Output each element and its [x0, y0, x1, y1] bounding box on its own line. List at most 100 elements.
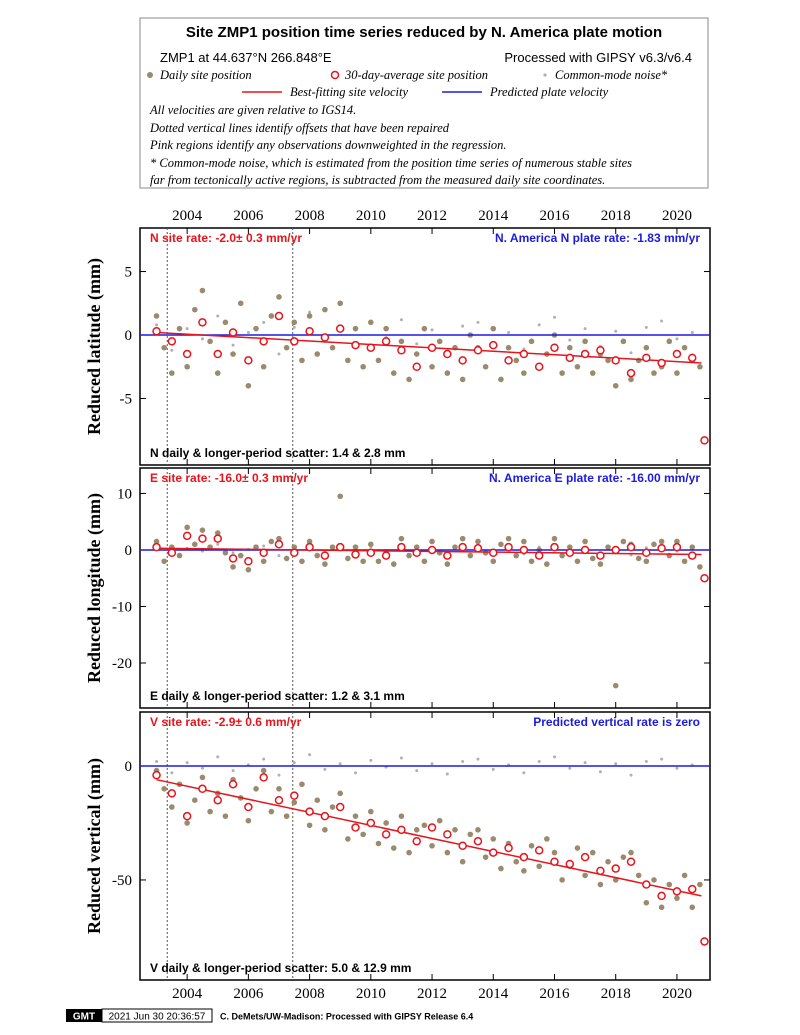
daily-point [260, 767, 267, 774]
average-point [366, 343, 376, 352]
daily-point [643, 558, 650, 565]
noise-point [415, 769, 419, 773]
daily-point [589, 370, 596, 376]
noise-point [644, 759, 648, 763]
daily-point [383, 820, 389, 826]
y-tick-label: 0 [125, 759, 133, 775]
daily-point [222, 319, 229, 326]
daily-point [337, 493, 344, 500]
note: Pink regions identify any observations d… [149, 138, 507, 152]
daily-point [176, 552, 183, 559]
daily-point [597, 561, 604, 567]
x-tick-label: 2012 [417, 986, 447, 1002]
daily-point [237, 300, 244, 307]
daily-point [620, 338, 627, 345]
scatter-label: N daily & longer-period scatter: 1.4 & 2… [150, 446, 405, 460]
daily-point [276, 785, 282, 792]
daily-point [276, 294, 282, 300]
daily-point [658, 904, 665, 911]
average-point [657, 891, 666, 901]
noise-point [537, 759, 541, 763]
daily-point [207, 338, 213, 345]
noise-point [170, 771, 174, 775]
daily-point [199, 287, 206, 294]
noise-point [155, 323, 159, 327]
average-point [167, 337, 177, 346]
legend-label: Daily site position [159, 68, 252, 82]
logo: GMT [73, 1012, 95, 1023]
average-point [320, 811, 330, 821]
daily-point [651, 877, 657, 883]
noise-point [552, 755, 556, 759]
daily-point [260, 558, 267, 565]
daily-point [375, 357, 382, 364]
daily-point [620, 854, 627, 860]
average-point [259, 337, 268, 346]
legend-symbol [147, 72, 153, 78]
noise-point [430, 762, 434, 766]
x-tick-label: 2014 [478, 208, 509, 224]
note: Dotted vertical lines identify offsets t… [149, 121, 450, 135]
daily-point [559, 370, 565, 376]
average-point [167, 789, 177, 798]
noise-point [461, 324, 465, 328]
average-point [335, 324, 345, 333]
average-point [213, 349, 223, 359]
daily-point [260, 363, 267, 370]
daily-point [253, 325, 259, 332]
average-point [534, 551, 544, 560]
average-point [152, 326, 161, 336]
site-info: ZMP1 at 44.637°N 266.848°E [160, 50, 332, 65]
average-point [290, 548, 299, 558]
daily-point [597, 881, 604, 888]
daily-point [268, 808, 275, 815]
noise-point [277, 773, 281, 777]
daily-point [230, 564, 236, 570]
average-point [687, 884, 697, 894]
daily-point [421, 558, 428, 565]
average-point [274, 311, 284, 321]
average-point [489, 340, 498, 350]
average-point [611, 864, 620, 873]
daily-point [589, 555, 596, 562]
noise-point [292, 325, 296, 329]
daily-point [306, 538, 313, 545]
noise-point [216, 314, 220, 318]
noise-point [614, 762, 618, 766]
legend-label: 30-day-average site position [344, 68, 488, 82]
average-point [259, 548, 268, 558]
daily-point [666, 338, 673, 345]
daily-point [191, 541, 198, 548]
daily-point [352, 544, 359, 550]
average-point [596, 345, 605, 355]
average-point [167, 548, 177, 558]
average-point [259, 773, 268, 782]
daily-point [421, 822, 428, 829]
daily-point [459, 858, 466, 865]
noise-point [399, 756, 403, 760]
average-point [580, 852, 590, 862]
average-point [427, 343, 437, 352]
daily-point [498, 541, 504, 548]
logo-box [66, 1009, 102, 1022]
noise-point [216, 542, 220, 546]
plate-label: N. America E plate rate: -16.00 mm/yr [489, 471, 700, 485]
average-point [504, 356, 513, 365]
noise-point [522, 347, 526, 351]
average-point [198, 534, 207, 543]
average-point [626, 542, 636, 552]
noise-point [415, 342, 419, 346]
daily-point [674, 895, 680, 901]
noise-point [277, 554, 281, 558]
average-point [611, 545, 620, 555]
y-tick-label: -10 [112, 599, 132, 615]
average-point [198, 784, 207, 794]
average-point [534, 362, 544, 371]
average-point [642, 880, 651, 889]
noise-point [185, 327, 189, 331]
fit-line [156, 778, 702, 897]
noise-point [675, 766, 679, 770]
daily-point [498, 865, 504, 872]
noise-point [614, 329, 618, 333]
noise-point [231, 343, 235, 347]
